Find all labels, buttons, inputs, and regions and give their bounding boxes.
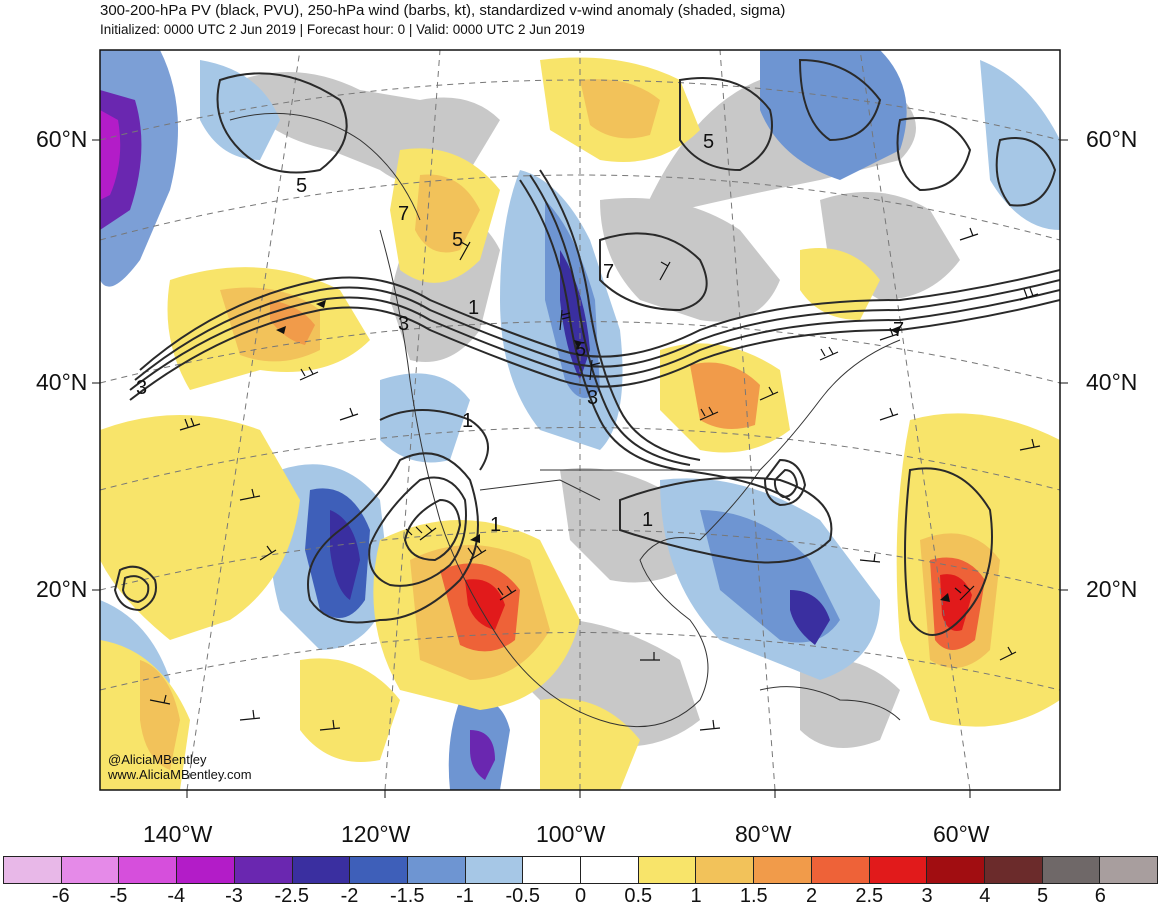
lat-label-left-40: 40°N	[36, 369, 88, 395]
contour-label: 5	[703, 131, 714, 153]
colorbar-swatch	[523, 857, 582, 883]
coastlines	[229, 112, 901, 728]
colorbar-swatch	[811, 857, 870, 883]
colorbar	[3, 856, 1158, 884]
wind-barb-flags	[276, 300, 950, 602]
contour-label: 5	[452, 229, 463, 251]
colorbar-label: 1	[690, 885, 702, 907]
map-ticks	[92, 139, 1068, 798]
credit-handle: @AliciaMBentley	[108, 752, 207, 767]
lon-label-100w: 100°W	[536, 821, 606, 847]
colorbar-swatch	[119, 857, 178, 883]
colorbar-label: -2	[340, 885, 359, 907]
colorbar-swatch	[1042, 857, 1101, 883]
colorbar-label: 6	[1094, 885, 1106, 907]
colorbar-swatch	[407, 857, 466, 883]
colorbar-swatch	[61, 857, 120, 883]
lat-label-right-60: 60°N	[1086, 126, 1138, 152]
lat-label-left-20: 20°N	[36, 576, 88, 602]
colorbar-swatch	[234, 857, 293, 883]
contour-label: 3	[136, 377, 147, 399]
map-title: 300-200-hPa PV (black, PVU), 250-hPa win…	[100, 2, 786, 19]
colorbar-swatch	[350, 857, 408, 883]
colorbar-label: -0.5	[505, 885, 540, 907]
contour-label: 7	[603, 261, 614, 283]
colorbar-label: -1.5	[390, 885, 425, 907]
contour-label: 1	[490, 514, 501, 536]
colorbar-label: -1	[456, 885, 474, 907]
colorbar-swatch	[638, 857, 697, 883]
colorbar-label: 2	[805, 885, 818, 907]
colorbar-swatch	[696, 857, 755, 883]
lat-label-right-20: 20°N	[1086, 576, 1138, 602]
lon-label-60w: 60°W	[933, 821, 990, 847]
colorbar-label: -2.5	[274, 885, 309, 907]
contour-label: 5	[575, 339, 586, 361]
colorbar-swatch	[1100, 857, 1158, 883]
colorbar-label: 3	[921, 885, 933, 907]
wind-barbs	[149, 227, 1041, 731]
lat-label-right-40: 40°N	[1086, 369, 1138, 395]
colorbar-label: 5	[1036, 885, 1049, 907]
colorbar-label: 1.5	[739, 885, 768, 907]
contour-label: 1	[642, 509, 653, 531]
colorbar-label: -4	[167, 885, 186, 907]
colorbar-swatch	[465, 857, 524, 883]
colorbar-swatch	[754, 857, 812, 883]
pv-contours	[113, 58, 1060, 636]
colorbar-swatch	[984, 857, 1043, 883]
anomaly-shading	[100, 50, 1060, 790]
contour-label: 5	[296, 175, 307, 197]
contour-label: 7	[893, 319, 904, 341]
map-subtitle: Initialized: 0000 UTC 2 Jun 2019 | Forec…	[100, 22, 585, 37]
colorbar-label: 0	[574, 885, 587, 907]
colorbar-swatch	[927, 857, 985, 883]
colorbar-label: 2.5	[855, 885, 884, 907]
colorbar-swatch	[292, 857, 351, 883]
colorbar-label: -6	[51, 885, 70, 907]
contour-labels: 5 5 5 5 3 3 3 1 1 1 1 7 7 7	[136, 131, 904, 536]
contour-label: 1	[462, 410, 473, 432]
lon-label-80w: 80°W	[735, 821, 792, 847]
lat-label-left-60: 60°N	[36, 126, 88, 152]
credit-site: www.AliciaMBentley.com	[108, 767, 252, 782]
colorbar-swatch	[4, 857, 62, 883]
colorbar-label: 0.5	[624, 885, 653, 907]
contour-label: 3	[398, 313, 409, 335]
contour-label: 3	[587, 387, 598, 409]
lon-label-140w: 140°W	[143, 821, 213, 847]
colorbar-label: 4	[979, 885, 991, 907]
lon-label-120w: 120°W	[341, 821, 411, 847]
anomaly-shading-positive	[100, 57, 1060, 790]
colorbar-swatch	[869, 857, 928, 883]
colorbar-swatch	[581, 857, 639, 883]
contour-label: 7	[398, 203, 409, 225]
colorbar-label: -5	[109, 885, 128, 907]
graticule	[100, 50, 1060, 790]
colorbar-swatch	[177, 857, 235, 883]
contour-label: 1	[468, 297, 479, 319]
colorbar-label: -3	[225, 885, 243, 907]
